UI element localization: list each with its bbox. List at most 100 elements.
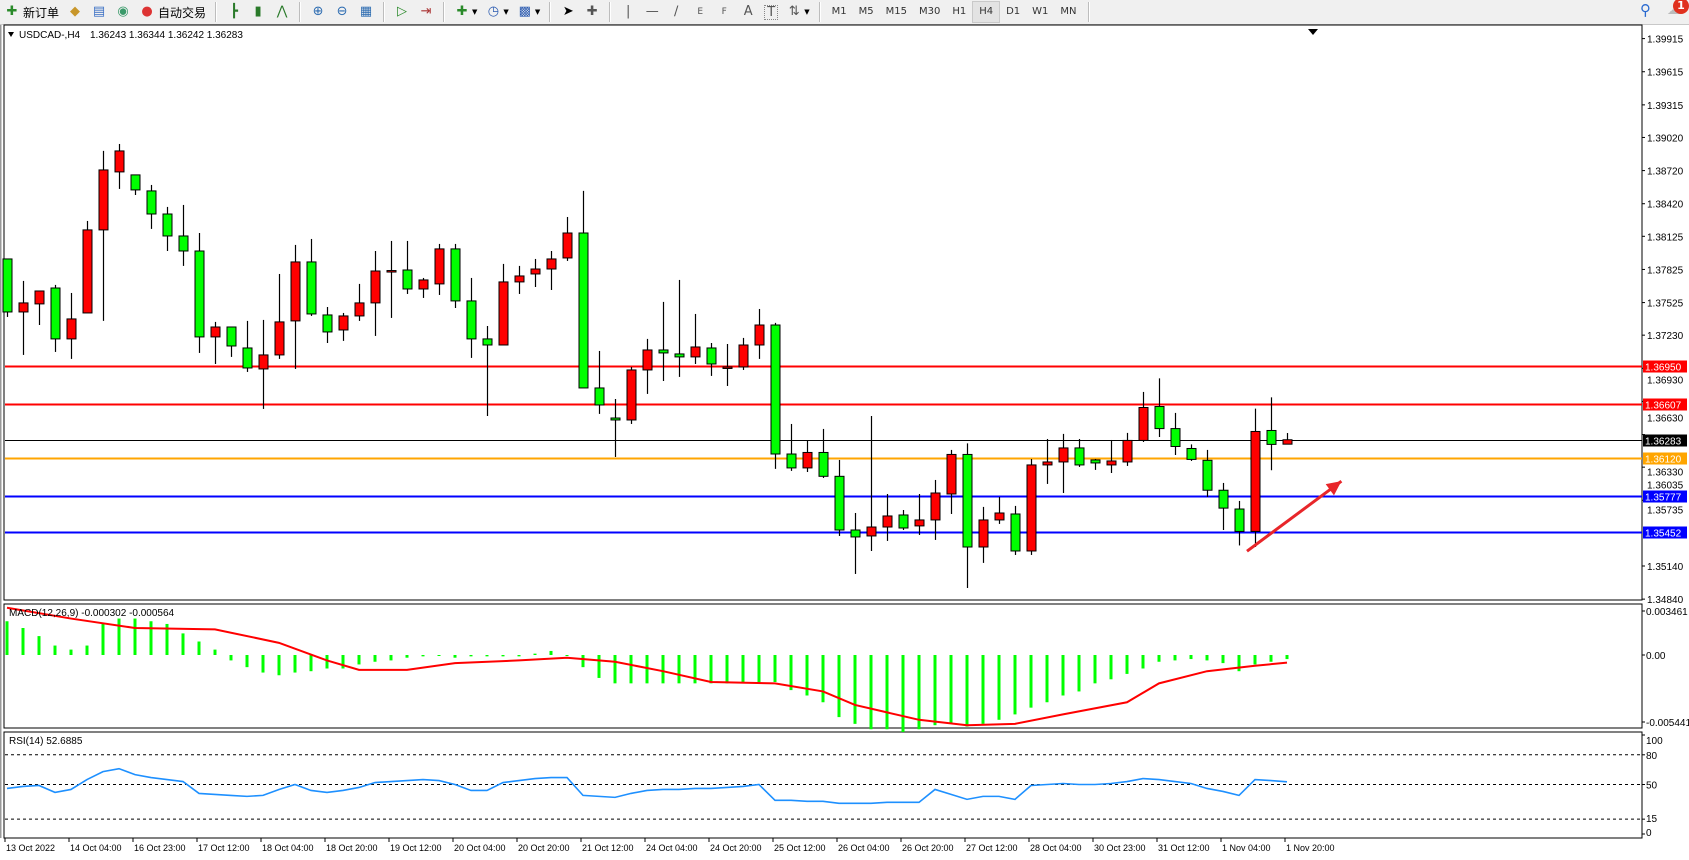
candle[interactable] (194, 232, 205, 353)
candle[interactable] (1122, 432, 1133, 466)
candle[interactable] (1010, 505, 1021, 555)
candle[interactable] (82, 220, 93, 314)
candle[interactable] (1058, 433, 1069, 493)
chart-shift-marker-icon[interactable] (1308, 29, 1318, 35)
candle[interactable] (994, 496, 1005, 524)
candle[interactable] (146, 184, 157, 229)
period-m15[interactable]: M15 (885, 6, 907, 17)
candle[interactable] (1090, 458, 1101, 470)
candle[interactable] (354, 283, 365, 321)
period-m1[interactable]: M1 (831, 6, 847, 17)
vertical-line-button[interactable]: | (616, 1, 640, 23)
candle[interactable] (738, 337, 749, 370)
auto-trading-button[interactable]: ● 自动交易 (135, 1, 210, 23)
fibo-button[interactable]: F (712, 1, 736, 23)
candle[interactable] (114, 143, 125, 189)
candle[interactable] (1106, 439, 1117, 473)
notifications-button[interactable]: ☁ 1 (1667, 0, 1689, 18)
candle[interactable] (210, 321, 221, 364)
candle[interactable] (930, 479, 941, 540)
candle[interactable] (962, 443, 973, 588)
candle[interactable] (786, 423, 797, 471)
period-m30[interactable]: M30 (918, 6, 941, 17)
auto-scroll-button[interactable]: ▷ (390, 1, 414, 23)
period-d1[interactable]: D1 (1006, 6, 1021, 17)
horizontal-line-button[interactable]: — (640, 1, 664, 23)
text-button[interactable]: A (736, 1, 760, 23)
templates-button[interactable]: ▩ ▼ (513, 1, 544, 23)
trend-arrow-annotation[interactable] (1246, 479, 1343, 553)
indicators-button[interactable]: ✚ ▼ (450, 1, 481, 23)
candle[interactable] (594, 350, 605, 414)
trendline-button[interactable]: ∕ (664, 1, 688, 23)
candle[interactable] (178, 204, 189, 266)
candle[interactable] (898, 510, 909, 530)
candle[interactable] (258, 319, 269, 409)
candle[interactable] (754, 308, 765, 359)
candle[interactable] (418, 277, 429, 298)
collapse-triangle-icon[interactable] (8, 32, 14, 37)
candle[interactable] (466, 277, 477, 358)
candle[interactable] (690, 313, 701, 364)
new-order-button[interactable]: ✚ 新订单 (0, 1, 63, 23)
candle[interactable] (722, 343, 733, 386)
candle[interactable] (98, 150, 109, 321)
candle[interactable] (802, 440, 813, 473)
candle[interactable] (1234, 500, 1245, 546)
candle[interactable] (402, 240, 413, 294)
candle[interactable] (626, 366, 637, 424)
candle[interactable] (450, 243, 461, 308)
candle[interactable] (482, 325, 493, 417)
candle[interactable] (546, 250, 557, 290)
candle[interactable] (1282, 433, 1293, 445)
candle[interactable] (1186, 444, 1197, 461)
candle[interactable] (578, 190, 589, 389)
line-chart-button[interactable]: ⋀ (270, 1, 294, 23)
candle[interactable] (1042, 438, 1053, 484)
candle[interactable] (1074, 438, 1085, 467)
candle[interactable] (306, 238, 317, 316)
candle[interactable] (562, 216, 573, 261)
candle[interactable] (2, 258, 13, 317)
bar-chart-button[interactable]: ┣ (222, 1, 246, 23)
candle[interactable] (434, 243, 445, 295)
market-watch-button[interactable]: ▤ (87, 1, 111, 23)
zoom-out-button[interactable]: ⊖ (330, 1, 354, 23)
candle[interactable] (530, 258, 541, 288)
candle[interactable] (242, 320, 253, 372)
main-price-panel[interactable] (3, 24, 1643, 601)
text-label-button[interactable]: T (760, 1, 782, 23)
zoom-in-button[interactable]: ⊕ (306, 1, 330, 23)
crosshair-button[interactable]: ✚ (580, 1, 604, 23)
candle[interactable] (658, 301, 669, 381)
periods-button[interactable]: ◷ ▼ (481, 1, 512, 23)
candle[interactable] (338, 312, 349, 341)
candle[interactable] (66, 292, 77, 359)
candle[interactable] (34, 290, 45, 325)
candle[interactable] (130, 174, 141, 195)
period-h1[interactable]: H1 (952, 6, 967, 17)
candle[interactable] (770, 322, 781, 469)
candle[interactable] (946, 449, 957, 514)
period-mn[interactable]: MN (1060, 6, 1077, 17)
period-m5[interactable]: M5 (858, 6, 874, 17)
chart-shift-button[interactable]: ⇥ (414, 1, 438, 23)
candle[interactable] (162, 206, 173, 251)
candle[interactable] (914, 493, 925, 535)
candle[interactable] (866, 416, 877, 551)
candle[interactable] (18, 280, 29, 355)
candle[interactable] (322, 306, 333, 344)
candle[interactable] (978, 506, 989, 563)
candlestick-button[interactable]: ▮ (246, 1, 270, 23)
period-w1[interactable]: W1 (1032, 6, 1049, 17)
candle[interactable] (1266, 397, 1277, 471)
search-icon[interactable]: ⚲ (1640, 1, 1651, 19)
candle[interactable] (1026, 458, 1037, 555)
candle[interactable] (850, 512, 861, 574)
candle[interactable] (642, 338, 653, 394)
signals-button[interactable]: ◉ (111, 1, 135, 23)
candle[interactable] (1138, 391, 1149, 442)
candle[interactable] (1154, 378, 1165, 437)
tile-windows-button[interactable]: ▦ (354, 1, 378, 23)
